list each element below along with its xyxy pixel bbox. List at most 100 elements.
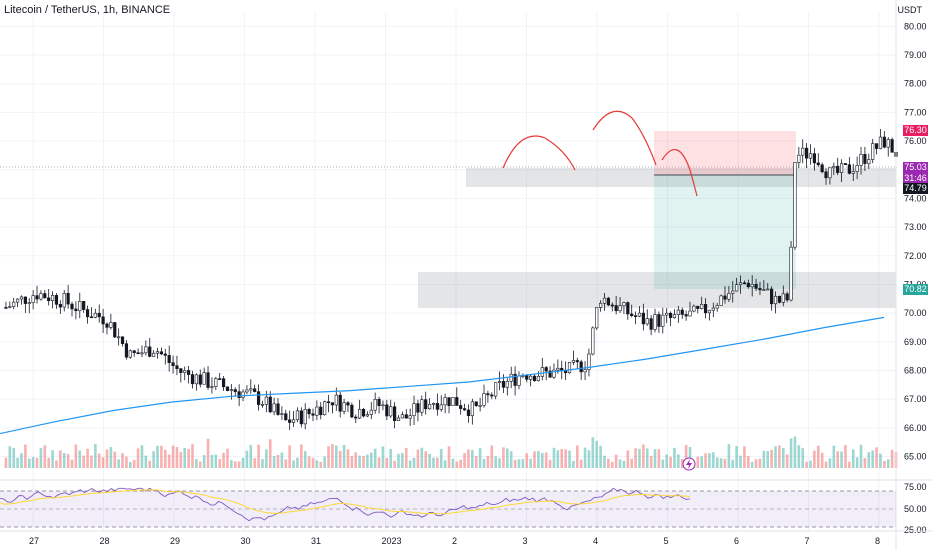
volume-bar — [572, 460, 575, 468]
time-tick-label: 31 — [311, 536, 321, 546]
candle-body — [614, 305, 618, 312]
candle-body — [871, 143, 875, 160]
candle-body — [560, 367, 564, 371]
candle-body — [241, 391, 245, 398]
volume-bar — [797, 445, 801, 468]
candle-body — [8, 306, 12, 308]
volume-bar — [583, 447, 587, 468]
volume-bar — [20, 453, 23, 468]
volume-bar — [828, 458, 832, 468]
volume-bar — [781, 447, 785, 468]
volume-bar — [544, 452, 548, 468]
volume-bar — [727, 444, 731, 468]
candle-body — [746, 282, 750, 288]
candle-body — [288, 419, 292, 423]
candle-body — [645, 318, 649, 325]
volume-bar — [412, 457, 416, 468]
candle-body — [575, 360, 579, 363]
volume-bar — [743, 446, 746, 468]
volume-bar — [8, 446, 12, 468]
candle-body — [513, 373, 517, 386]
stop-price-tag: 76.30 — [903, 125, 928, 136]
candle-body — [50, 295, 55, 302]
stop-loss-zone[interactable] — [654, 131, 796, 175]
volume-bar — [39, 448, 43, 468]
volume-bar — [16, 457, 19, 468]
volume-bar — [774, 446, 777, 468]
volume-bar — [486, 455, 490, 468]
volume-bar — [498, 458, 501, 468]
volume-bar — [463, 453, 466, 468]
candle-body — [735, 284, 739, 292]
volume-bar — [288, 445, 291, 468]
rsi-tick-25: 25.00 — [904, 525, 927, 535]
volume-bar — [175, 447, 179, 468]
candle-body — [427, 404, 432, 410]
candle-body — [206, 372, 210, 388]
volume-bar — [160, 445, 163, 468]
volume-bar — [233, 461, 237, 468]
volume-bar — [136, 448, 140, 468]
candle-body — [424, 399, 428, 410]
volume-bar — [653, 449, 657, 468]
volume-bar — [855, 457, 859, 468]
candle-body — [272, 403, 276, 413]
candle-body — [847, 164, 851, 174]
volume-bar — [191, 444, 194, 468]
price-tick-label: 66.00 — [904, 423, 927, 433]
candle-body — [653, 314, 657, 330]
candle-body — [742, 282, 747, 285]
candle-body — [525, 375, 529, 380]
candle-body — [630, 313, 634, 316]
candle-body — [820, 164, 824, 173]
take-profit-zone[interactable] — [654, 175, 796, 289]
volume-bar — [747, 456, 750, 468]
candle-body — [719, 295, 723, 306]
candle-body — [338, 394, 342, 412]
volume-bar — [731, 459, 735, 468]
volume-bar — [303, 451, 307, 468]
volume-bar — [661, 459, 665, 468]
candle-body — [78, 301, 82, 312]
volume-bar — [265, 449, 268, 468]
candle-body — [700, 304, 704, 309]
volume-bar — [369, 452, 373, 468]
candle-body — [439, 404, 443, 410]
volume-bar — [113, 451, 117, 468]
volume-bar — [556, 450, 560, 468]
candle-body — [486, 393, 490, 396]
volume-bar — [708, 453, 711, 468]
lightning-icon[interactable] — [682, 457, 696, 471]
volume-bar — [237, 461, 241, 468]
candle-body — [218, 378, 222, 380]
volume-bar — [684, 445, 688, 468]
candle-body — [723, 295, 727, 300]
volume-bar — [875, 447, 878, 468]
volume-bar — [31, 456, 35, 468]
volume-bar — [712, 452, 715, 468]
volume-bar — [202, 454, 206, 468]
price-tick-label: 72.00 — [904, 251, 927, 261]
volume-bar — [506, 448, 509, 468]
volume-bar — [766, 451, 770, 468]
volume-bar — [311, 458, 315, 468]
price-tick-label: 78.00 — [904, 79, 927, 89]
volume-bar — [801, 448, 805, 468]
volume-bar — [245, 450, 249, 468]
volume-bar — [156, 445, 159, 468]
price-tick-label: 73.00 — [904, 222, 927, 232]
candle-body — [39, 293, 43, 300]
volume-bar — [12, 447, 16, 468]
candle-body — [365, 414, 370, 417]
candle-body — [187, 370, 191, 375]
candle-body — [431, 403, 436, 405]
time-tick-label: 28 — [100, 536, 110, 546]
volume-bar — [579, 459, 583, 468]
candle-body — [358, 408, 362, 419]
candle-body — [626, 302, 630, 315]
candle-body — [517, 375, 521, 386]
volume-bar — [665, 454, 668, 468]
zones — [0, 131, 896, 308]
candle-body — [148, 346, 152, 357]
